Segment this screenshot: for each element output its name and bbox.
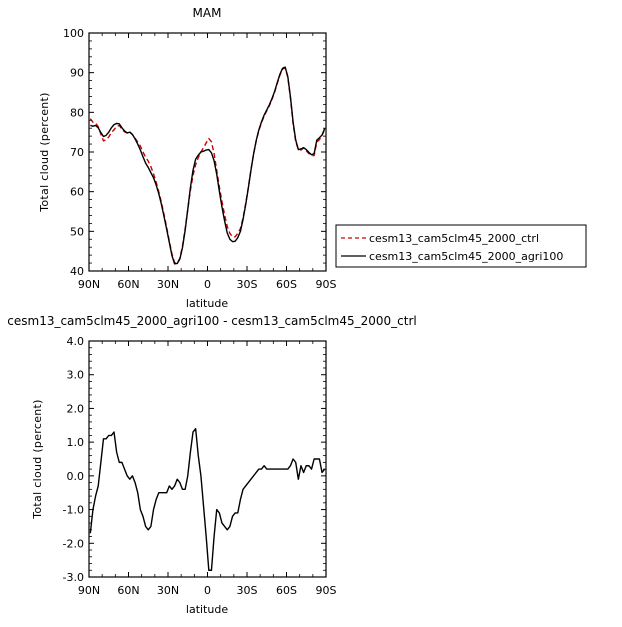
bottom-ylabel: Total cloud (percent) <box>31 399 44 520</box>
bottom-ytick-label: -2.0 <box>63 537 84 550</box>
top-ylabel: Total cloud (percent) <box>38 92 51 213</box>
top-ytick-label: 70 <box>70 146 84 159</box>
bottom-xtick-label: 60N <box>117 584 139 597</box>
bottom-panel: cesm13_cam5clm45_2000_agri100 - cesm13_c… <box>7 314 416 616</box>
legend-label-agri100: cesm13_cam5clm45_2000_agri100 <box>369 250 563 263</box>
legend-box <box>335 224 587 268</box>
top-series-line-agri100 <box>90 66 326 265</box>
top-ytick-label: 80 <box>70 106 84 119</box>
top-ytick-label: 50 <box>70 225 84 238</box>
bottom-ytick-label: 1.0 <box>67 436 85 449</box>
bottom-ytick-label: 2.0 <box>67 402 85 415</box>
top-ytick-label: 100 <box>63 27 84 40</box>
top-xtick-label: 60N <box>117 278 139 291</box>
legend-label-ctrl: cesm13_cam5clm45_2000_ctrl <box>369 232 539 245</box>
bottom-xtick-label: 90N <box>78 584 100 597</box>
top-xtick-label: 30S <box>237 278 258 291</box>
top-xtick-label: 90N <box>78 278 100 291</box>
top-ytick-label: 90 <box>70 67 84 80</box>
bottom-ytick-label: -1.0 <box>63 504 84 517</box>
bottom-plot-frame <box>88 340 327 578</box>
bottom-title: cesm13_cam5clm45_2000_agri100 - cesm13_c… <box>7 314 416 328</box>
top-title: MAM <box>193 6 222 20</box>
top-xtick-label: 90S <box>316 278 337 291</box>
top-xtick-label: 30N <box>157 278 179 291</box>
bottom-ytick-label: 0.0 <box>67 470 85 483</box>
top-xtick-label: 60S <box>276 278 297 291</box>
bottom-xtick-label: 30N <box>157 584 179 597</box>
bottom-series-line-diff <box>89 427 326 571</box>
top-plot-frame <box>88 32 327 272</box>
top-ytick-label: 40 <box>70 265 84 278</box>
top-ytick-label: 60 <box>70 186 84 199</box>
bottom-xtick-label: 30S <box>237 584 258 597</box>
bottom-xtick-label: 60S <box>276 584 297 597</box>
bottom-xtick-label: 0 <box>204 584 211 597</box>
bottom-xtick-label: 90S <box>316 584 337 597</box>
bottom-xlabel: latitude <box>186 603 228 616</box>
top-xtick-label: 0 <box>204 278 211 291</box>
bottom-ytick-label: 3.0 <box>67 369 85 382</box>
bottom-ytick-label: 4.0 <box>67 335 85 348</box>
top-xlabel: latitude <box>186 297 228 310</box>
bottom-ytick-label: -3.0 <box>63 571 84 584</box>
top-series-line-ctrl <box>89 67 326 264</box>
legend: cesm13_cam5clm45_2000_ctrl cesm13_cam5cl… <box>335 224 587 268</box>
